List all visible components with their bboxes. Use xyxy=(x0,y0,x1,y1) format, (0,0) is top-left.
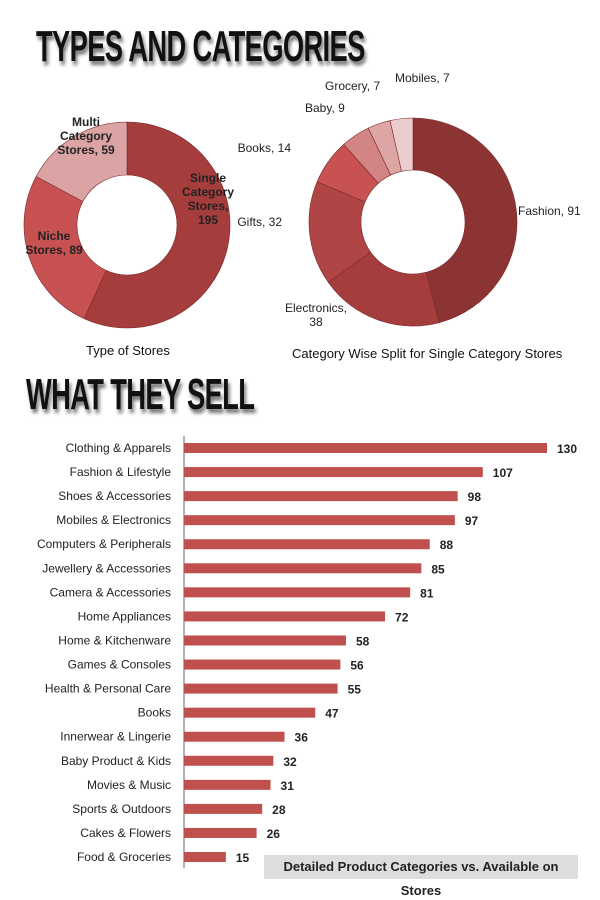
bar-category-label: Cakes & Flowers xyxy=(80,826,171,840)
bar-category-label: Mobiles & Electronics xyxy=(56,513,171,527)
bar xyxy=(184,755,274,766)
bar-category-label: Games & Consoles xyxy=(68,658,171,672)
bar-value-label: 36 xyxy=(295,731,309,745)
bar-value-label: 26 xyxy=(267,827,281,841)
bar-value-label: 107 xyxy=(493,466,513,480)
bar xyxy=(184,635,346,646)
bar-category-label: Fashion & Lifestyle xyxy=(70,465,172,479)
donut2-slice-fashion xyxy=(412,117,518,324)
bar-category-label: Jewellery & Accessories xyxy=(42,561,171,575)
donut2-label: Electronics, 38 xyxy=(285,301,347,329)
bar xyxy=(184,659,341,670)
bar-value-label: 88 xyxy=(440,538,454,552)
bar-value-label: 56 xyxy=(350,659,364,673)
donut1-slice-niche-stores xyxy=(23,176,107,320)
bar-category-label: Movies & Music xyxy=(87,778,171,792)
bar-category-label: Shoes & Accessories xyxy=(58,489,171,503)
bar-category-label: Health & Personal Care xyxy=(45,682,171,696)
donut2-title: Category Wise Split for Single Category … xyxy=(292,346,563,361)
donut1-slice-multi-category-stores xyxy=(35,121,128,202)
bar xyxy=(184,467,483,478)
bar-category-label: Computers & Peripherals xyxy=(37,537,171,551)
bar-value-label: 81 xyxy=(420,586,434,600)
bar-value-label: 55 xyxy=(348,683,362,697)
bar xyxy=(184,443,547,453)
bar-value-label: 58 xyxy=(356,634,370,648)
bar-value-label: 15 xyxy=(236,851,250,865)
donut2-slice-mobiles xyxy=(389,117,414,172)
bar-value-label: 130 xyxy=(557,442,577,456)
donut1-label: Multi Category Stores, 59 xyxy=(57,115,115,157)
bar-value-label: 31 xyxy=(281,779,295,793)
donut2-label: Books, 14 xyxy=(238,141,292,155)
donut2-label: Fashion, 91 xyxy=(518,204,581,218)
donut2-label: Gifts, 32 xyxy=(237,215,282,229)
donut1-title: Type of Stores xyxy=(86,343,170,358)
bar xyxy=(184,731,285,742)
bar-category-label: Home & Kitchenware xyxy=(58,633,171,647)
donut1-label: Niche Stores, 89 xyxy=(25,229,83,257)
bar-value-label: 47 xyxy=(325,707,339,721)
bar xyxy=(184,779,271,790)
bar-category-label: Innerwear & Lingerie xyxy=(60,730,171,744)
bar xyxy=(184,539,430,550)
bar xyxy=(184,683,338,694)
donut2-label: Baby, 9 xyxy=(305,101,345,115)
bar xyxy=(184,611,386,622)
bar-value-label: 98 xyxy=(468,490,482,504)
bar-chart-title: Detailed Product Categories vs. Availabl… xyxy=(264,855,578,898)
bar-category-label: Books xyxy=(138,706,171,720)
bar-category-label: Food & Groceries xyxy=(77,850,171,864)
bar-value-label: 97 xyxy=(465,514,479,528)
heading-types-and-categories: TYPES AND CATEGORIES xyxy=(36,22,365,71)
bar-value-label: 85 xyxy=(431,562,445,576)
donut1-label: Single Category Stores, 195 xyxy=(182,171,234,227)
bar xyxy=(184,587,411,598)
bar xyxy=(184,563,422,574)
donut2-label: Mobiles, 7 xyxy=(395,71,450,85)
bar xyxy=(184,707,316,718)
bar xyxy=(184,827,257,838)
bar-value-label: 28 xyxy=(272,803,286,817)
bar-value-label: 72 xyxy=(395,610,409,624)
bar-value-label: 32 xyxy=(283,755,297,769)
donut2-label: Grocery, 7 xyxy=(325,79,380,93)
bar-category-label: Camera & Accessories xyxy=(50,585,171,599)
bar xyxy=(184,852,226,863)
bar xyxy=(184,491,458,502)
heading-what-they-sell: WHAT THEY SELL xyxy=(26,370,255,419)
bar-category-label: Sports & Outdoors xyxy=(72,802,171,816)
bar-category-label: Home Appliances xyxy=(78,609,171,623)
bar xyxy=(184,803,263,814)
bar-category-label: Clothing & Apparels xyxy=(66,441,171,455)
bar-category-label: Baby Product & Kids xyxy=(61,754,171,768)
bar xyxy=(184,515,455,526)
donut1-slice-single-category-stores xyxy=(83,121,231,329)
